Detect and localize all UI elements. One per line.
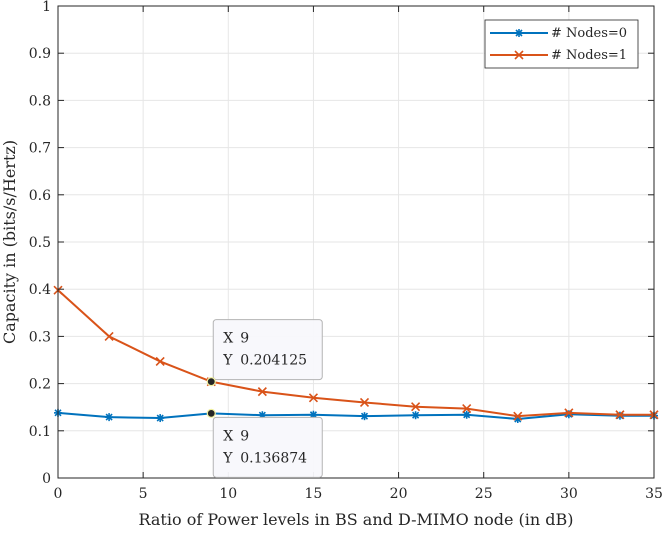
y-tick-label: 0.7	[29, 141, 51, 157]
legend-marker-symbol	[514, 50, 524, 60]
datatip-y-label: Y	[222, 353, 233, 369]
datatip[interactable]: X 9Y 0.136874	[206, 408, 323, 478]
y-tick-label: 1	[42, 0, 51, 15]
y-tick-label: 0.4	[29, 282, 51, 298]
x-tick-label: 15	[305, 486, 323, 502]
y-tick-label: 0.9	[29, 46, 51, 62]
datatip-x-label: X	[223, 428, 233, 444]
data-point-nodes-1	[104, 331, 114, 341]
x-tick-label: 5	[139, 486, 148, 502]
data-point-nodes-0	[564, 410, 573, 419]
legend[interactable]: # Nodes=0 # Nodes=1	[484, 19, 639, 69]
y-tick-label: 0.1	[29, 424, 51, 440]
datatip-y-value: 0.204125	[240, 353, 307, 369]
data-point-nodes-1	[615, 410, 625, 420]
data-point-nodes-1	[359, 397, 370, 408]
x-tick-label: 20	[390, 486, 408, 502]
legend-marker-nodes-0	[515, 29, 523, 37]
y-tick-label: 0	[42, 471, 51, 487]
datatip-anchor-point	[206, 408, 216, 418]
y-axis-label: Capacity in (bits/s/Hertz)	[0, 140, 19, 344]
legend-marker-symbol	[515, 29, 523, 37]
datatip-x-label: X	[223, 331, 233, 347]
datatip-box	[212, 319, 323, 381]
tick-labels: 0 5 10 15 20 25 30 35 0 0.1 0.2 0.3 0.4 0.5 0.6 0.7 0.8 0…	[29, 0, 663, 502]
datatip-x-value: 9	[240, 428, 249, 444]
data-point-nodes-0	[156, 414, 165, 423]
y-tick-label: 0.8	[29, 93, 51, 109]
x-tick-label: 35	[645, 486, 663, 502]
datatip-box	[212, 416, 323, 478]
data-point-nodes-1	[411, 402, 421, 412]
y-tick-label: 0.6	[29, 188, 51, 204]
data-point-nodes-0	[411, 411, 420, 420]
data-point-nodes-1	[257, 387, 267, 397]
data-point-nodes-1	[155, 356, 165, 366]
datatip-x-value: 9	[240, 331, 249, 347]
data-point-nodes-1	[564, 408, 574, 418]
x-axis-label: Ratio of Power levels in BS and D-MIMO n…	[138, 510, 573, 529]
x-tick-label: 10	[219, 486, 237, 502]
legend-marker-nodes-1	[514, 50, 524, 60]
y-tick-label: 0.5	[29, 235, 51, 251]
datatip-y-label: Y	[222, 450, 233, 466]
y-tick-label: 0.3	[29, 329, 51, 345]
legend-label-nodes-0: # Nodes=0	[551, 26, 627, 41]
datatip-anchor-point	[206, 377, 216, 387]
tick-marks	[57, 5, 655, 479]
data-point-nodes-0	[462, 410, 471, 419]
data-point-nodes-1	[462, 404, 472, 414]
y-tick-label: 0.2	[29, 377, 51, 393]
datatip-y-value: 0.136874	[240, 450, 307, 466]
x-tick-label: 0	[54, 486, 63, 502]
data-point-nodes-1	[513, 411, 523, 421]
data-point-nodes-0	[105, 413, 114, 422]
x-tick-label: 30	[560, 486, 578, 502]
datatip[interactable]: X 9Y 0.204125	[206, 319, 323, 387]
legend-box	[484, 19, 639, 69]
data-point-nodes-1	[308, 393, 318, 403]
data-point-nodes-0	[360, 412, 369, 421]
x-tick-label: 25	[475, 486, 493, 502]
legend-label-nodes-1: # Nodes=1	[551, 48, 627, 63]
